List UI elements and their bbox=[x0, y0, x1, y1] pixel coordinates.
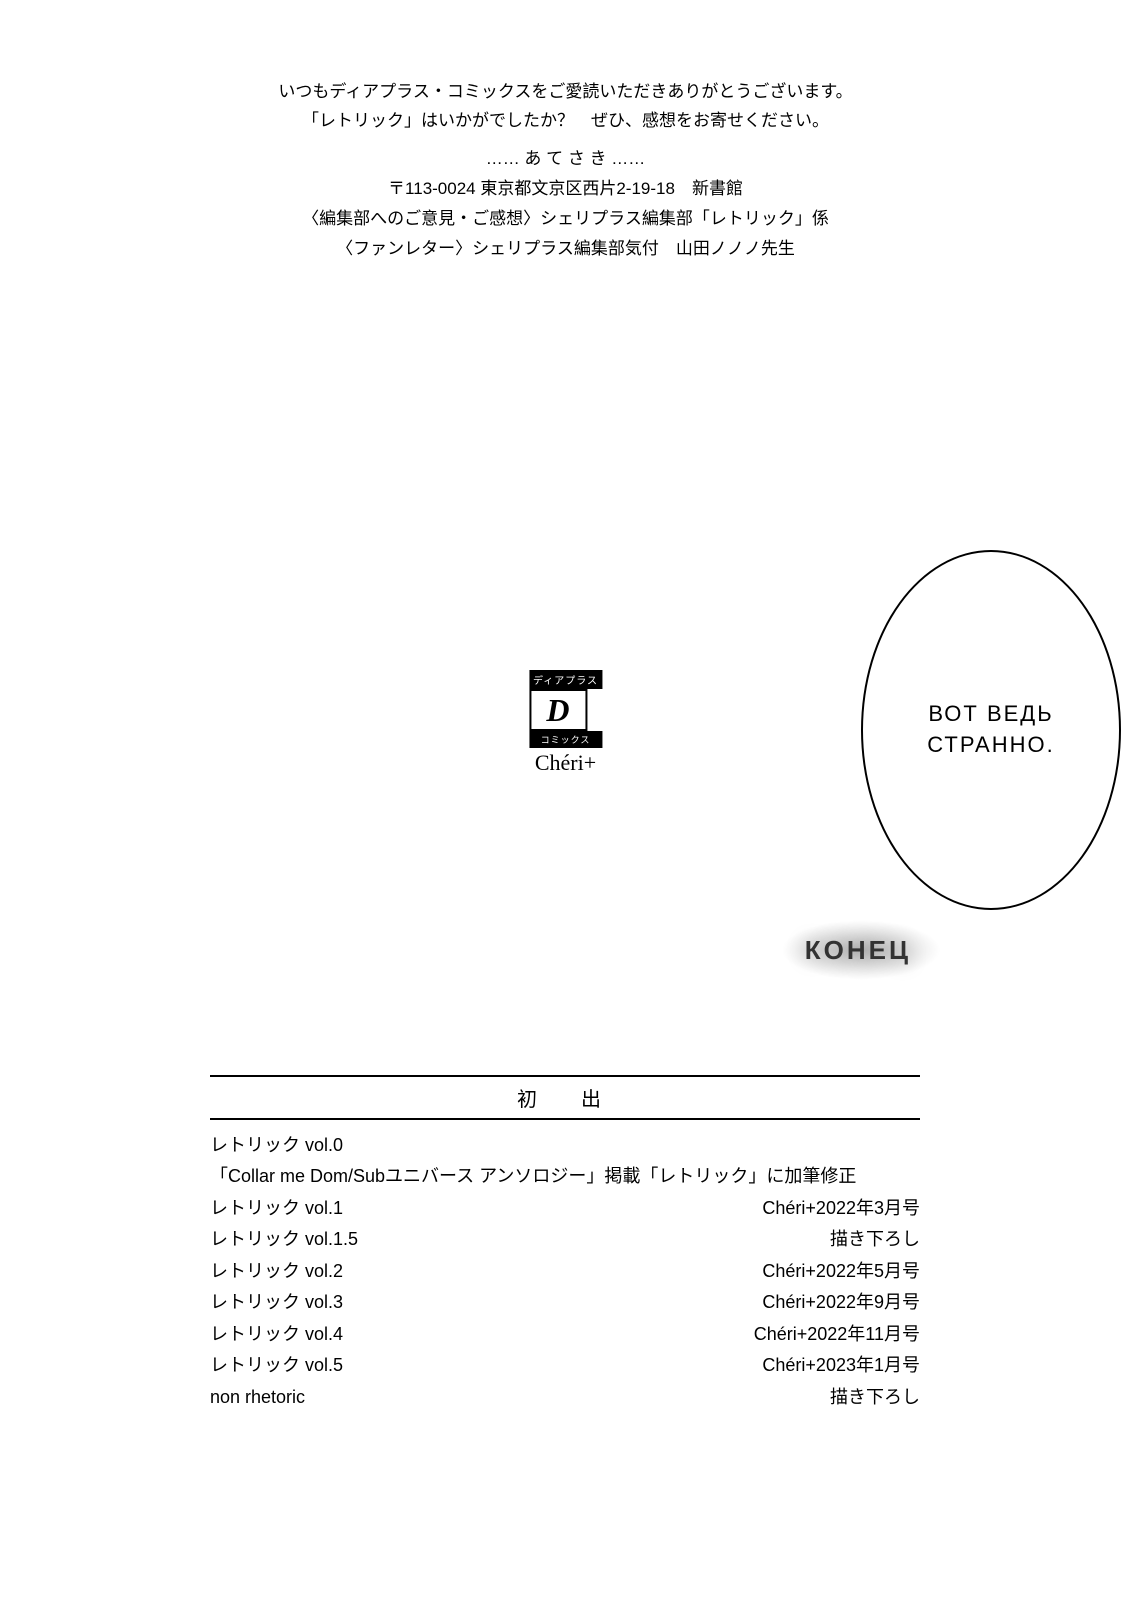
pub-source: Chéri+2022年9月号 bbox=[762, 1287, 920, 1319]
logo-middle: D bbox=[529, 689, 587, 731]
publication-row: レトリック vol.2 Chéri+2022年5月号 bbox=[210, 1256, 920, 1288]
publication-list: レトリック vol.0 「Collar me Dom/Subユニバース アンソロ… bbox=[210, 1130, 920, 1414]
pub-title: レトリック vol.1.5 bbox=[210, 1224, 358, 1256]
bubble-ellipse: ВОТ ВЕДЬ СТРАННО. bbox=[861, 550, 1121, 910]
publication-row: レトリック vol.3 Chéri+2022年9月号 bbox=[210, 1287, 920, 1319]
header-message: いつもディアプラス・コミックスをご愛読いただきありがとうございます。 「レトリッ… bbox=[0, 78, 1131, 136]
header-line-2: 「レトリック」はいかがでしたか？ ぜひ、感想をお寄せください。 bbox=[0, 107, 1131, 134]
publication-row: レトリック vol.5 Chéri+2023年1月号 bbox=[210, 1350, 920, 1382]
publication-row: レトリック vol.4 Chéri+2022年11月号 bbox=[210, 1319, 920, 1351]
pub-source: Chéri+2022年3月号 bbox=[762, 1193, 920, 1225]
publisher-logo: ディアプラス D コミックス Chéri+ bbox=[529, 670, 602, 776]
pub-source: 描き下ろし bbox=[830, 1382, 920, 1414]
pub-title: レトリック vol.0 bbox=[210, 1130, 343, 1162]
bubble-line-1: ВОТ ВЕДЬ bbox=[927, 699, 1054, 730]
pub-title: non rhetoric bbox=[210, 1382, 305, 1414]
logo-bottom-label: コミックス bbox=[529, 731, 602, 748]
address-line-1: 〒113-0024 東京都文京区西片2-19-18 新書館 bbox=[0, 175, 1131, 204]
logo-letter: D bbox=[546, 692, 569, 729]
publication-row: レトリック vol.1.5 描き下ろし bbox=[210, 1224, 920, 1256]
pub-title: レトリック vol.4 bbox=[210, 1319, 343, 1351]
address-line-3: 〈ファンレター〉シェリプラス編集部気付 山田ノノノ先生 bbox=[0, 235, 1131, 264]
pub-source: Chéri+2022年5月号 bbox=[762, 1256, 920, 1288]
publication-row: non rhetoric 描き下ろし bbox=[210, 1382, 920, 1414]
publication-row: レトリック vol.1 Chéri+2022年3月号 bbox=[210, 1193, 920, 1225]
logo-top-label: ディアプラス bbox=[529, 670, 602, 689]
publication-header: 初 出 bbox=[210, 1075, 920, 1120]
pub-title: レトリック vol.2 bbox=[210, 1256, 343, 1288]
publication-block: 初 出 レトリック vol.0 「Collar me Dom/Subユニバース … bbox=[210, 1075, 920, 1414]
end-word: КОНЕЦ bbox=[805, 935, 911, 966]
address-block: …… あ て さ き …… 〒113-0024 東京都文京区西片2-19-18 … bbox=[0, 145, 1131, 265]
pub-source: Chéri+2022年11月号 bbox=[754, 1319, 920, 1351]
logo-cheri: Chéri+ bbox=[529, 750, 602, 776]
header-line-1: いつもディアプラス・コミックスをご愛読いただきありがとうございます。 bbox=[0, 78, 1131, 105]
pub-title: レトリック vol.5 bbox=[210, 1350, 343, 1382]
address-title: …… あ て さ き …… bbox=[0, 145, 1131, 174]
publication-row-full: 「Collar me Dom/Subユニバース アンソロジー」掲載「レトリック」… bbox=[210, 1161, 920, 1193]
pub-source: 描き下ろし bbox=[830, 1224, 920, 1256]
pub-title: レトリック vol.1 bbox=[210, 1193, 343, 1225]
pub-title: レトリック vol.3 bbox=[210, 1287, 343, 1319]
bubble-line-2: СТРАННО. bbox=[927, 730, 1054, 761]
speech-bubble: ВОТ ВЕДЬ СТРАННО. bbox=[861, 550, 1121, 910]
address-line-2: 〈編集部へのご意見・ご感想〉シェリプラス編集部「レトリック」係 bbox=[0, 205, 1131, 234]
pub-source: Chéri+2023年1月号 bbox=[762, 1350, 920, 1382]
publication-row: レトリック vol.0 bbox=[210, 1130, 920, 1162]
bubble-text: ВОТ ВЕДЬ СТРАННО. bbox=[927, 699, 1054, 761]
